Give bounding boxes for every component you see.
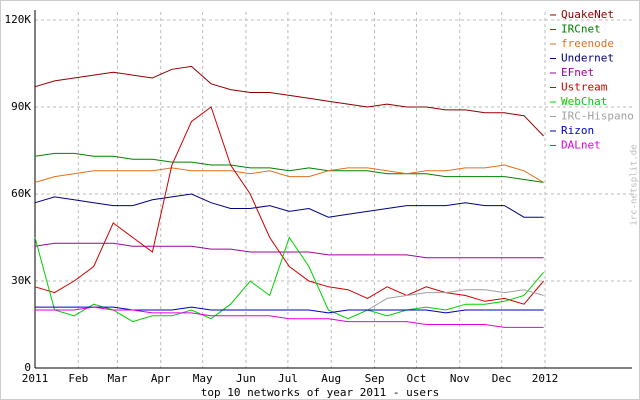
y-tick-label: 0 [24, 361, 31, 374]
series-line [34, 164, 544, 183]
legend-label: WebChat [561, 95, 607, 108]
legend-label: IRCnet [561, 23, 601, 36]
series-line [367, 289, 544, 311]
x-tick-label: Jul [278, 372, 298, 385]
x-tick-label: Feb [68, 372, 88, 385]
y-tick-label: 120K [5, 13, 32, 26]
y-tick-label: 90K [11, 100, 31, 113]
series-line [35, 306, 544, 314]
x-tick-label: Aug [321, 372, 341, 385]
series-line [34, 106, 544, 305]
x-tick-label: 2011 [22, 372, 49, 385]
legend-label: Ustream [561, 81, 608, 94]
legend-label: DALnet [561, 139, 601, 152]
x-tick-label: Oct [407, 372, 427, 385]
x-tick-label: 2012 [532, 372, 559, 385]
x-tick-label: May [193, 372, 213, 385]
series-line [34, 193, 544, 218]
legend-label: IRC-Hispano [561, 110, 634, 123]
series-line [34, 236, 544, 323]
series-line [34, 152, 544, 183]
watermark: irc-netsplit.de [630, 144, 640, 225]
x-tick-label: Apr [151, 372, 171, 385]
legend-label: Rizon [561, 124, 594, 137]
x-tick-label: Sep [365, 372, 385, 385]
legend-label: freenode [561, 37, 614, 50]
legend-label: QuakeNet [561, 8, 614, 21]
series-line [34, 242, 544, 259]
x-tick-label: Nov [450, 372, 470, 385]
legend-label: Undernet [561, 52, 614, 65]
legend-label: EFnet [561, 66, 594, 79]
series-line [35, 306, 544, 328]
x-tick-label: Jun [236, 372, 256, 385]
x-tick-label: Dec [492, 372, 512, 385]
y-tick-label: 30K [11, 274, 31, 287]
x-tick-label: Mar [108, 372, 128, 385]
y-tick-label: 60K [11, 187, 31, 200]
chart-title: top 10 networks of year 2011 - users [201, 386, 439, 399]
series-line [34, 65, 544, 137]
